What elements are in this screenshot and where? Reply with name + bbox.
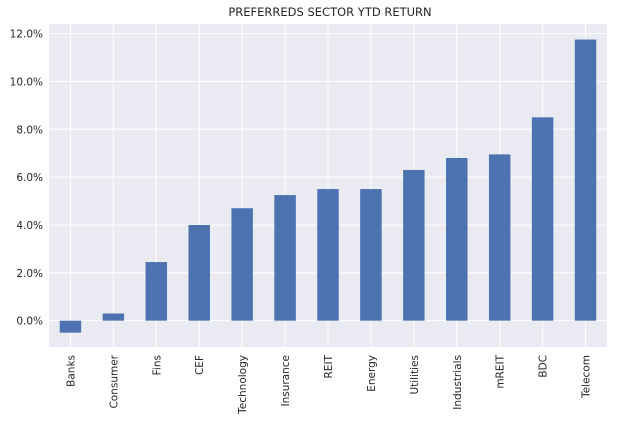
y-tick-label: 12.0% (10, 29, 43, 41)
x-tick-label: Consumer (108, 354, 120, 408)
y-tick-label: 8.0% (16, 124, 43, 136)
bar-technology (231, 208, 253, 321)
y-tick-label: 2.0% (16, 268, 43, 280)
x-tick-label: CEF (194, 355, 206, 375)
bars (59, 39, 597, 333)
bar-reit (317, 189, 339, 321)
y-axis-ticks: 0.0% 2.0% 4.0% 6.0% 8.0% 10.0% 12.0% (10, 29, 43, 328)
y-tick-label: 6.0% (16, 172, 43, 184)
bar-mreit (488, 154, 511, 321)
x-tick-label: Banks (65, 355, 77, 387)
x-tick-label: BDC (538, 355, 550, 378)
bar-insurance (274, 195, 296, 321)
x-tick-label: REIT (323, 354, 335, 378)
bar-banks (59, 320, 82, 333)
x-tick-label: Insurance (280, 355, 292, 407)
x-tick-label: Industrials (452, 355, 464, 410)
x-tick-label: Telecom (581, 355, 593, 399)
bar-cef (188, 224, 210, 321)
bar-energy (360, 189, 382, 321)
x-tick-label: mREIT (495, 354, 507, 388)
x-tick-label: Energy (366, 355, 378, 392)
y-tick-label: 10.0% (10, 76, 43, 88)
bar-bdc (531, 117, 554, 321)
bar-consumer (102, 313, 125, 321)
chart-title: PREFERREDS SECTOR YTD RETURN (228, 5, 431, 19)
x-axis-ticks: Banks Consumer Fins CEF Technology Insurance R… (65, 354, 592, 415)
bar-fins (145, 262, 168, 321)
y-tick-label: 4.0% (16, 220, 43, 232)
bar-telecom (574, 39, 597, 321)
bar-industrials (446, 157, 468, 321)
bar-utilities (403, 169, 425, 321)
x-tick-label: Utilities (409, 355, 421, 395)
x-tick-label: Fins (151, 355, 163, 375)
x-tick-label: Technology (237, 355, 249, 415)
y-tick-label: 0.0% (16, 316, 43, 328)
